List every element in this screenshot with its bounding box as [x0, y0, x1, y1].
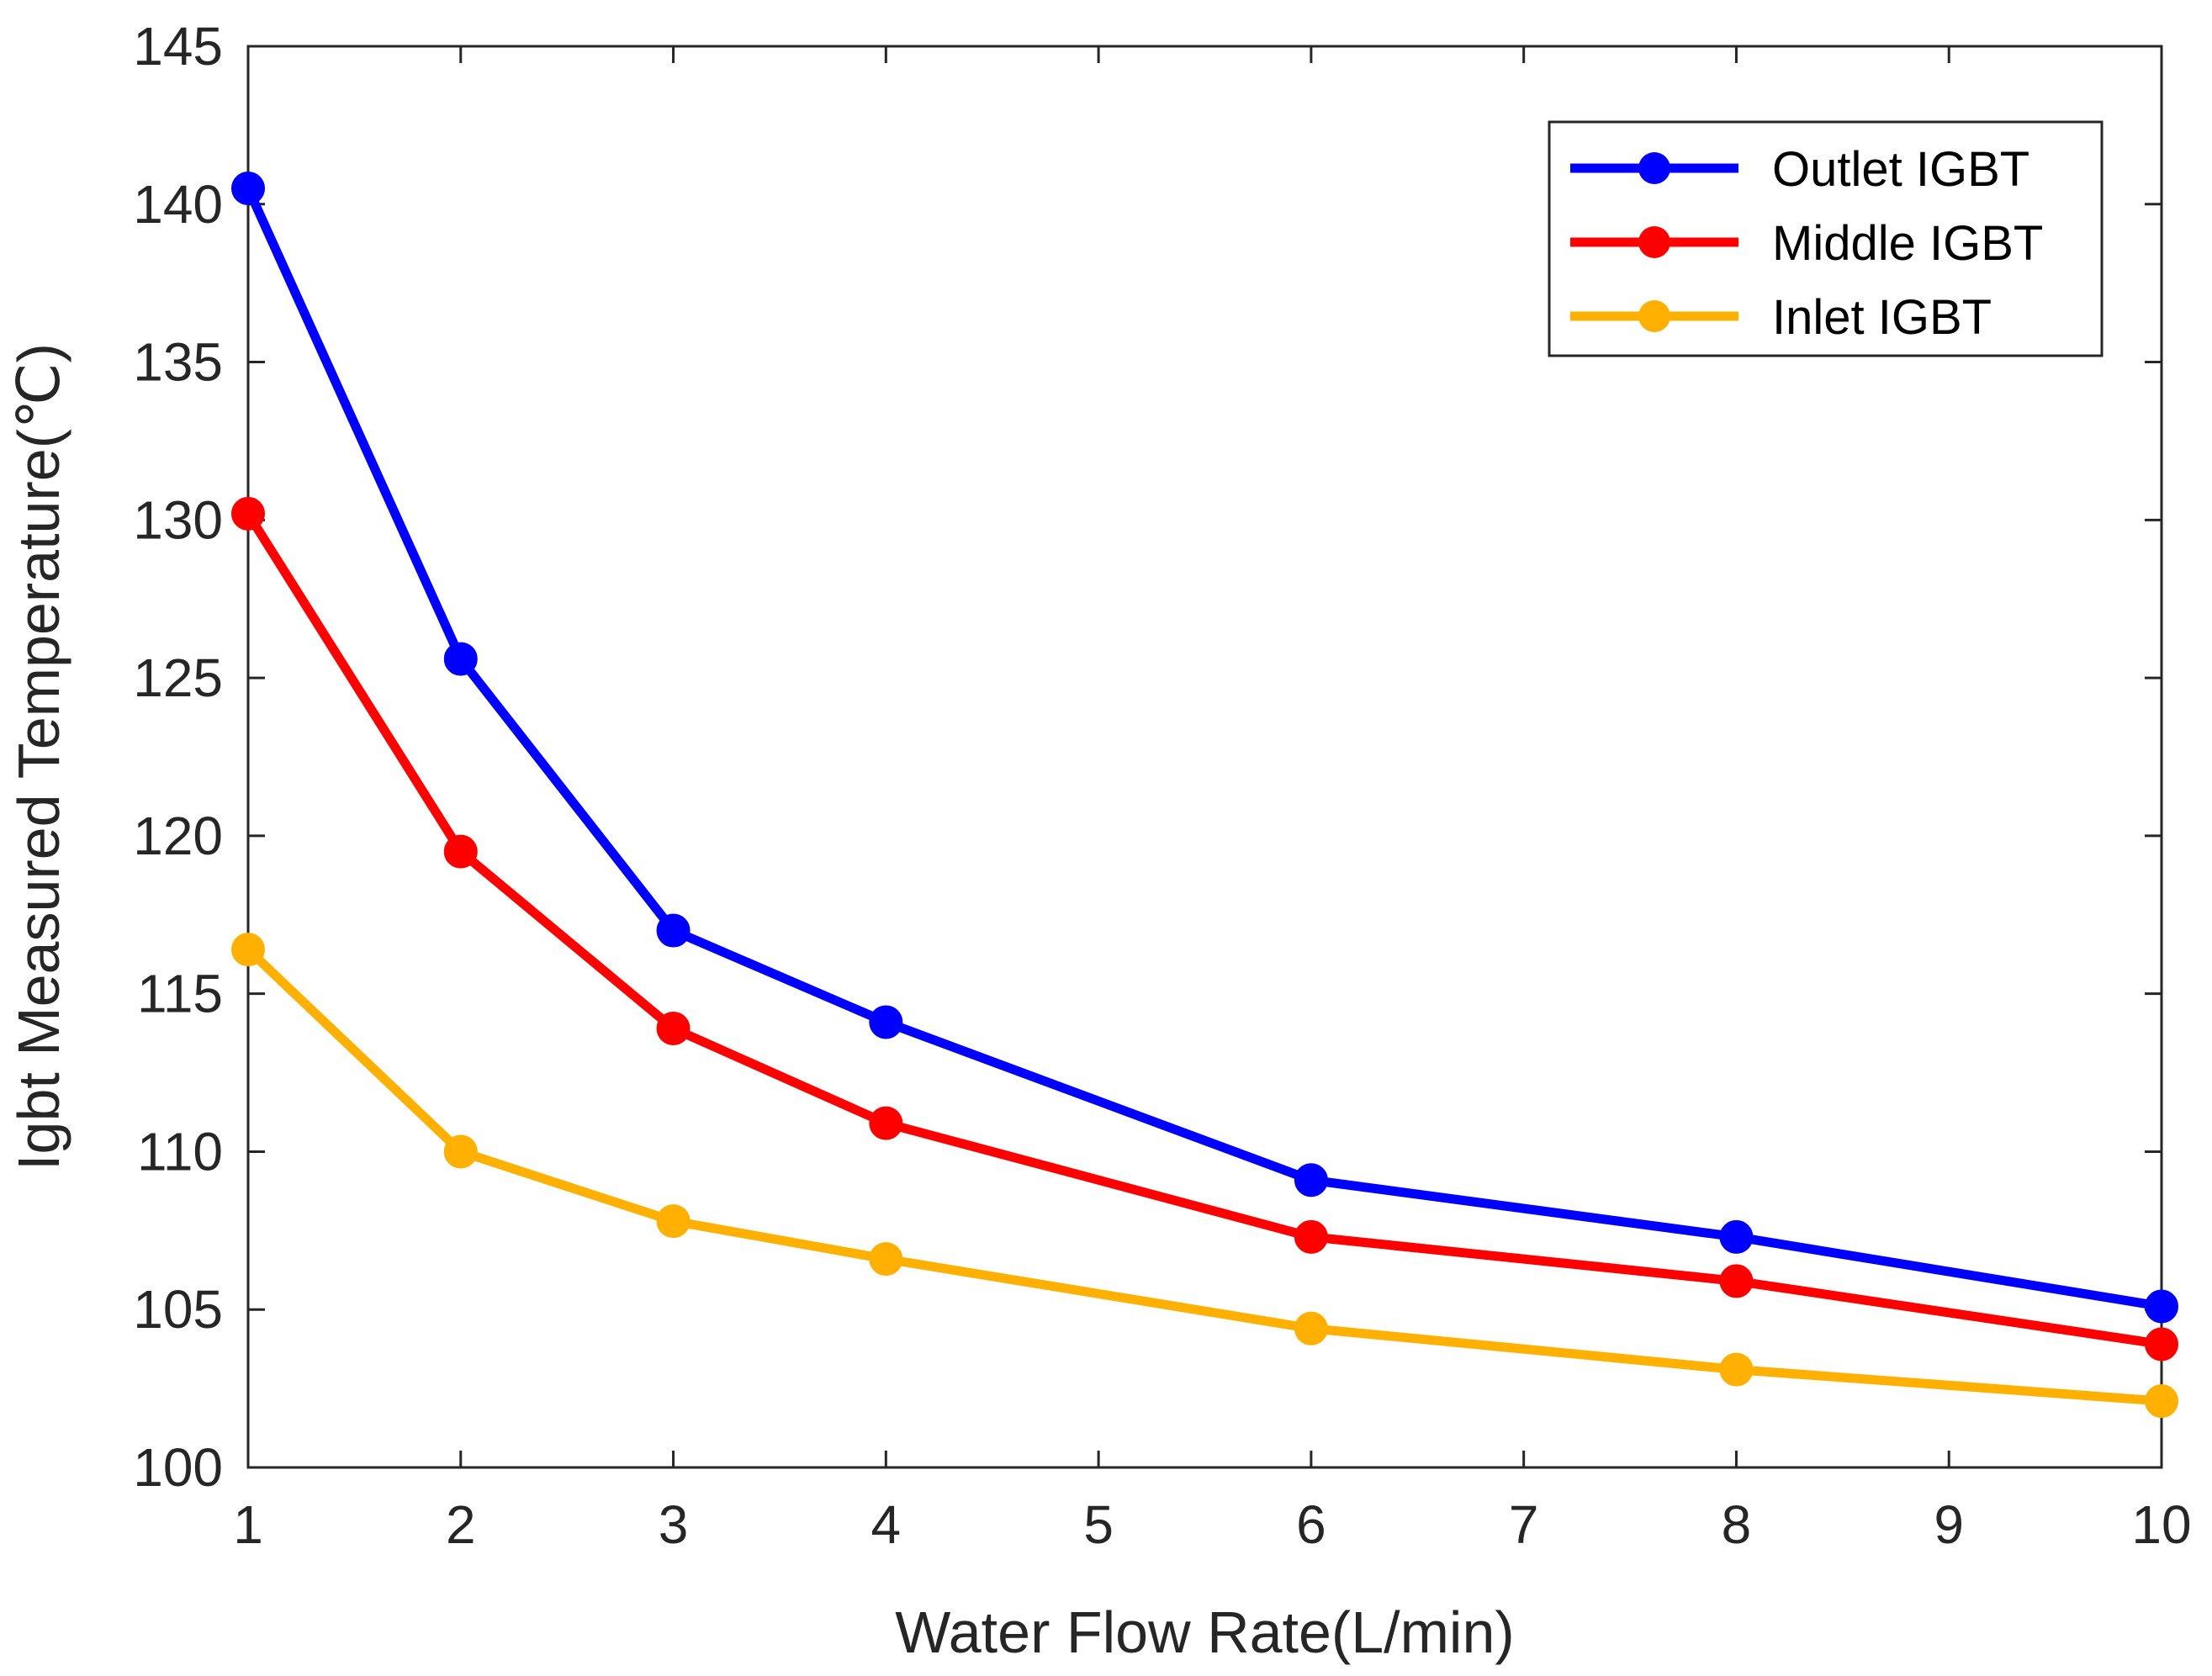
- legend-item: Outlet IGBT: [1570, 142, 2029, 197]
- series-middle-igbt: [231, 496, 2178, 1361]
- data-point: [231, 933, 265, 967]
- x-axis-title: Water Flow Rate(L/min): [895, 1599, 1514, 1665]
- data-point: [869, 1106, 903, 1140]
- x-tick-label: 4: [871, 1494, 902, 1555]
- data-point: [443, 642, 478, 676]
- x-tick-label: 6: [1296, 1494, 1326, 1555]
- data-point: [656, 1204, 691, 1239]
- x-tick-label: 10: [2131, 1494, 2191, 1555]
- x-tick-label: 3: [659, 1494, 689, 1555]
- data-point: [1719, 1264, 1754, 1298]
- data-point: [869, 1242, 903, 1277]
- y-tick-label: 105: [133, 1279, 223, 1340]
- x-tick-label: 8: [1722, 1494, 1752, 1555]
- data-point: [443, 1134, 478, 1169]
- y-tick-label: 140: [133, 174, 223, 235]
- x-tick-label: 7: [1509, 1494, 1539, 1555]
- data-point: [2145, 1289, 2178, 1324]
- data-point: [2145, 1327, 2178, 1361]
- legend-label: Inlet IGBT: [1772, 290, 1992, 345]
- y-tick-label: 135: [133, 332, 223, 393]
- data-point: [869, 1005, 903, 1039]
- data-point: [1294, 1311, 1328, 1346]
- plot-area: [246, 45, 2163, 1469]
- legend-item: Middle IGBT: [1570, 216, 2043, 271]
- y-tick-label: 120: [133, 806, 223, 866]
- data-point: [656, 1011, 691, 1045]
- y-axis-title: Igbt Measured Temperature(℃): [6, 343, 71, 1171]
- legend-marker: [1638, 226, 1670, 258]
- legend-label: Middle IGBT: [1772, 216, 2043, 271]
- data-point: [231, 172, 265, 205]
- y-tick-label: 100: [133, 1437, 223, 1498]
- data-point: [231, 496, 265, 531]
- series-outlet-igbt: [231, 172, 2178, 1324]
- y-tick-label: 130: [133, 489, 223, 550]
- y-tick-label: 115: [137, 964, 223, 1024]
- data-point: [1294, 1219, 1328, 1254]
- x-tick-label: 5: [1083, 1494, 1114, 1555]
- axis-ticks: 1 2 3 4 5 6 7 8 9 10 100 105 110 115 120 125 130 135 140 14…: [133, 16, 2191, 1555]
- legend-label: Outlet IGBT: [1772, 142, 2029, 197]
- x-tick-label: 2: [446, 1494, 476, 1555]
- x-tick-label: 9: [1934, 1494, 1964, 1555]
- legend-marker: [1638, 300, 1670, 332]
- data-point: [443, 834, 478, 869]
- y-tick-label: 125: [133, 648, 223, 708]
- legend-marker: [1638, 152, 1670, 184]
- data-point: [656, 913, 691, 948]
- series-layer: [231, 172, 2178, 1419]
- series-inlet-igbt: [231, 933, 2178, 1419]
- legend: Outlet IGBT Middle IGBT Inlet IGBT: [1548, 120, 2104, 357]
- y-tick-label: 110: [137, 1121, 223, 1182]
- data-point: [1719, 1352, 1754, 1387]
- x-tick-label: 1: [233, 1494, 263, 1555]
- plot-border: [246, 45, 2163, 1469]
- data-point: [1719, 1219, 1754, 1254]
- legend-item: Inlet IGBT: [1570, 290, 1992, 345]
- data-point: [1294, 1163, 1328, 1198]
- y-tick-label: 145: [133, 16, 223, 77]
- data-point: [2145, 1384, 2178, 1419]
